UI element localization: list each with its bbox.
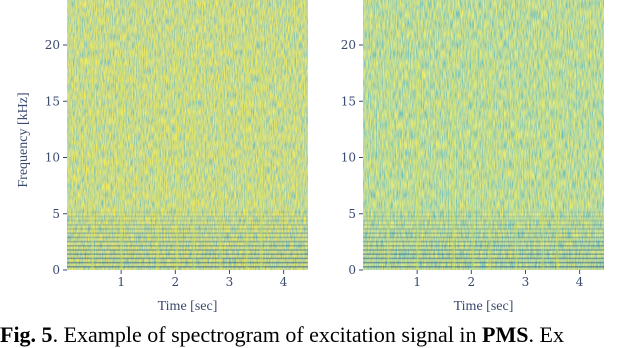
caption-part: . Example of spectrogram of excitation s… — [53, 322, 482, 347]
harmonic — [67, 257, 308, 260]
y-tick-label: 20 — [45, 38, 60, 52]
y-tick-label: 0 — [348, 263, 356, 277]
x-axis-label: Time [sec] — [158, 299, 218, 314]
harmonic — [67, 245, 308, 247]
band — [488, 60, 492, 270]
x-tick-label: 4 — [576, 275, 584, 289]
harmonic — [363, 236, 604, 239]
y-tick-label: 0 — [52, 263, 60, 277]
harmonic — [67, 240, 308, 243]
x-tick-label: 1 — [117, 275, 125, 289]
band — [175, 40, 179, 270]
band — [541, 40, 545, 270]
band — [120, 60, 124, 270]
harmonic — [363, 249, 604, 251]
harmonic — [67, 215, 308, 218]
y-tick-label: 10 — [45, 151, 60, 165]
harmonic — [363, 211, 604, 213]
y-tick-label: 5 — [348, 207, 356, 221]
y-tick-label: 15 — [341, 94, 356, 108]
harmonic — [67, 219, 308, 222]
caption-part: Fig. 5 — [0, 322, 53, 347]
x-tick-label: 3 — [226, 275, 234, 289]
harmonic — [363, 257, 604, 260]
harmonic — [67, 249, 308, 251]
band — [259, 60, 263, 270]
y-tick-label: 15 — [45, 94, 60, 108]
caption: Fig. 5. Example of spectrogram of excita… — [0, 322, 564, 347]
band — [514, 80, 518, 270]
band — [555, 60, 559, 270]
band — [387, 40, 391, 270]
x-tick-label: 3 — [522, 275, 530, 289]
harmonic — [363, 219, 604, 222]
x-tick-label: 1 — [413, 275, 421, 289]
x-tick-label: 2 — [467, 275, 475, 289]
y-tick-label: 5 — [52, 207, 60, 221]
x-tick-label: 2 — [171, 275, 179, 289]
harmonic — [363, 232, 604, 234]
x-tick-label: 4 — [280, 275, 288, 289]
caption-part: . Ex — [529, 322, 564, 347]
y-axis-label: Frequency [kHz] — [16, 92, 31, 187]
y-tick-label: 10 — [341, 151, 356, 165]
band — [218, 80, 222, 270]
band — [245, 40, 249, 270]
harmonic — [363, 253, 604, 255]
harmonic — [363, 266, 604, 268]
caption-part: PMS — [482, 322, 528, 347]
band — [156, 80, 160, 270]
band — [471, 40, 475, 270]
harmonic — [363, 215, 604, 218]
harmonic — [67, 261, 308, 264]
harmonic — [363, 228, 604, 230]
harmonic — [67, 266, 308, 268]
harmonic — [363, 224, 604, 226]
band — [192, 60, 196, 270]
spectrogram — [363, 0, 604, 270]
harmonic — [67, 211, 308, 213]
harmonic — [67, 236, 308, 239]
harmonic — [67, 232, 308, 234]
spectrogram — [67, 0, 308, 270]
y-tick-label: 20 — [341, 38, 356, 52]
harmonic — [67, 228, 308, 230]
harmonic — [67, 224, 308, 226]
band — [452, 80, 456, 270]
x-axis-label: Time [sec] — [454, 299, 514, 314]
harmonic — [363, 240, 604, 243]
harmonic — [363, 245, 604, 247]
band — [91, 40, 95, 270]
harmonic — [363, 261, 604, 264]
band — [416, 60, 420, 270]
harmonic — [67, 253, 308, 255]
